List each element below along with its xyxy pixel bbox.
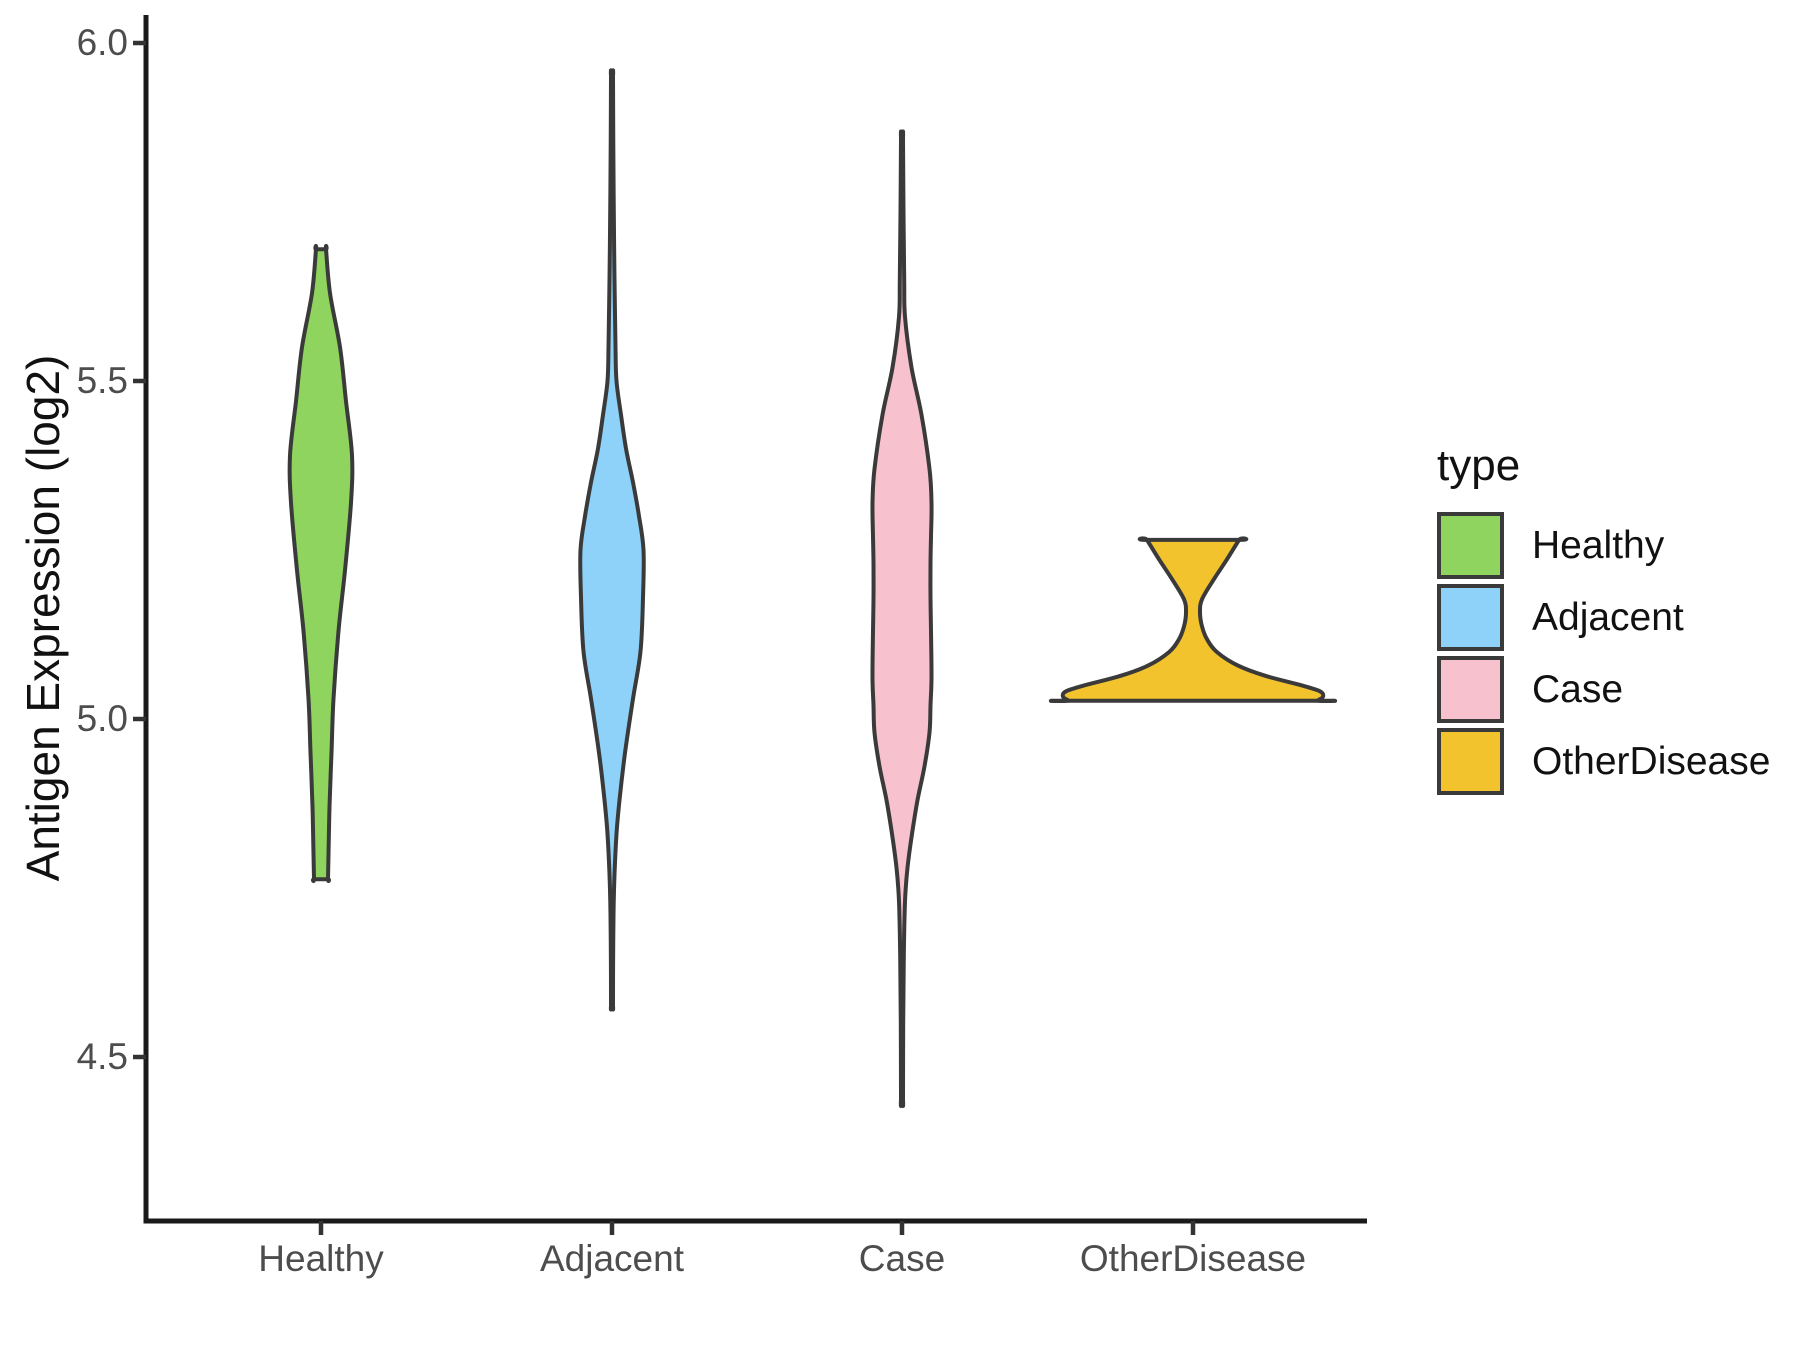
legend-row-otherdisease: OtherDisease [1437, 728, 1770, 795]
legend-swatch-otherdisease [1437, 728, 1504, 795]
legend: type Healthy Adjacent Case OtherDisease [1437, 440, 1770, 800]
y-tick-label: 5.0 [76, 698, 128, 739]
violin-case [870, 129, 934, 1108]
legend-row-healthy: Healthy [1437, 512, 1770, 579]
legend-label-healthy: Healthy [1532, 523, 1665, 567]
legend-label-case: Case [1532, 667, 1624, 711]
legend-row-case: Case [1437, 656, 1770, 723]
y-axis-title: Antigen Expression (log2) [17, 354, 69, 882]
y-tick-label: 4.5 [76, 1036, 128, 1077]
legend-items: Healthy Adjacent Case OtherDisease [1437, 512, 1770, 795]
x-tick-label-otherdisease: OtherDisease [1079, 1238, 1307, 1279]
violin-otherdisease [1048, 536, 1338, 704]
legend-label-adjacent: Adjacent [1532, 595, 1684, 639]
legend-title: type [1437, 441, 1521, 490]
y-tick-label: 6.0 [76, 22, 128, 63]
y-tick-label: 5.5 [76, 360, 128, 401]
legend-swatch-case [1437, 656, 1504, 723]
x-tick-label-case: Case [858, 1238, 946, 1279]
axes-group [133, 15, 1367, 1235]
legend-swatch-adjacent [1437, 584, 1504, 651]
violin-healthy [287, 243, 355, 884]
x-tick-label-adjacent: Adjacent [540, 1238, 684, 1279]
legend-row-adjacent: Adjacent [1437, 584, 1770, 651]
legend-swatch-healthy [1437, 512, 1504, 579]
violin-adjacent [578, 68, 646, 1012]
violins-group [287, 68, 1338, 1108]
legend-label-otherdisease: OtherDisease [1532, 739, 1771, 783]
x-tick-label-healthy: Healthy [258, 1238, 384, 1279]
